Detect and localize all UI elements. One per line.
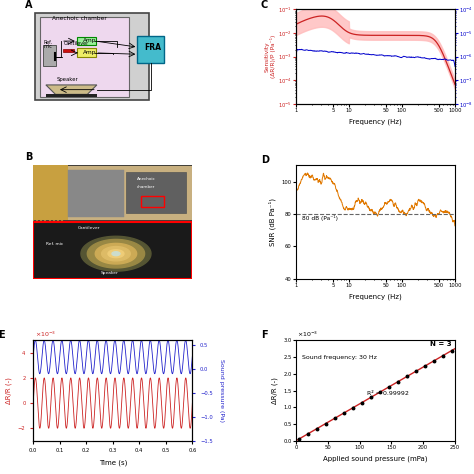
Text: 80 dB (Pa⁻¹): 80 dB (Pa⁻¹) <box>302 215 338 220</box>
Text: Cantilever: Cantilever <box>78 226 100 230</box>
Y-axis label: SNR (dB Pa⁻¹): SNR (dB Pa⁻¹) <box>268 198 276 246</box>
Text: E: E <box>0 330 5 340</box>
FancyBboxPatch shape <box>39 17 129 97</box>
FancyBboxPatch shape <box>63 49 74 52</box>
FancyBboxPatch shape <box>33 222 192 279</box>
Text: $\times10^{-3}$: $\times10^{-3}$ <box>298 330 319 339</box>
FancyBboxPatch shape <box>43 45 56 66</box>
Y-axis label: Sensitivity
(ΔR/R)/P (Pa⁻¹): Sensitivity (ΔR/R)/P (Pa⁻¹) <box>264 35 276 78</box>
Text: $\times10^{-3}$: $\times10^{-3}$ <box>35 330 56 339</box>
FancyBboxPatch shape <box>46 94 97 97</box>
FancyBboxPatch shape <box>68 170 124 218</box>
Text: C: C <box>261 0 268 9</box>
Text: Speaker: Speaker <box>100 271 118 275</box>
FancyBboxPatch shape <box>35 13 149 100</box>
Text: Ref.: Ref. <box>43 40 52 45</box>
X-axis label: Applied sound pressure (mPa): Applied sound pressure (mPa) <box>323 456 428 462</box>
FancyBboxPatch shape <box>126 172 186 213</box>
Text: Amp: Amp <box>82 38 96 43</box>
X-axis label: Frequency (Hz): Frequency (Hz) <box>349 293 402 300</box>
X-axis label: Time (s): Time (s) <box>99 459 127 465</box>
Y-axis label: Sound pressure (Pa): Sound pressure (Pa) <box>219 359 224 422</box>
Text: Ref. mic: Ref. mic <box>46 242 63 246</box>
Text: D: D <box>261 155 269 165</box>
Text: F: F <box>261 330 267 340</box>
Polygon shape <box>81 236 151 271</box>
FancyBboxPatch shape <box>77 36 96 46</box>
Text: R² = 0.99992: R² = 0.99992 <box>367 391 410 395</box>
Text: FRA: FRA <box>145 43 162 52</box>
Y-axis label: ΔR/R (-): ΔR/R (-) <box>6 377 12 404</box>
Text: N = 3: N = 3 <box>430 341 452 347</box>
Text: B: B <box>25 152 33 162</box>
Text: A: A <box>25 0 33 10</box>
Text: Anechoic chamber: Anechoic chamber <box>52 16 107 20</box>
Polygon shape <box>95 243 137 264</box>
Text: Cantilever: Cantilever <box>64 41 89 46</box>
Polygon shape <box>46 85 97 94</box>
FancyBboxPatch shape <box>33 165 68 220</box>
Text: Sound frequency: 30 Hz: Sound frequency: 30 Hz <box>302 356 377 360</box>
Polygon shape <box>101 246 130 261</box>
Text: Speaker: Speaker <box>57 77 79 82</box>
Y-axis label: ΔR/R (-): ΔR/R (-) <box>271 377 278 404</box>
Polygon shape <box>112 252 120 255</box>
Text: Amp: Amp <box>82 50 96 55</box>
Polygon shape <box>87 239 145 268</box>
FancyBboxPatch shape <box>137 36 164 63</box>
Text: chamber: chamber <box>137 185 155 189</box>
FancyBboxPatch shape <box>77 48 96 57</box>
Text: Anechoic: Anechoic <box>137 177 155 181</box>
Text: mic: mic <box>43 45 52 49</box>
X-axis label: Frequency (Hz): Frequency (Hz) <box>349 118 402 125</box>
Polygon shape <box>108 250 124 258</box>
FancyBboxPatch shape <box>33 165 192 220</box>
